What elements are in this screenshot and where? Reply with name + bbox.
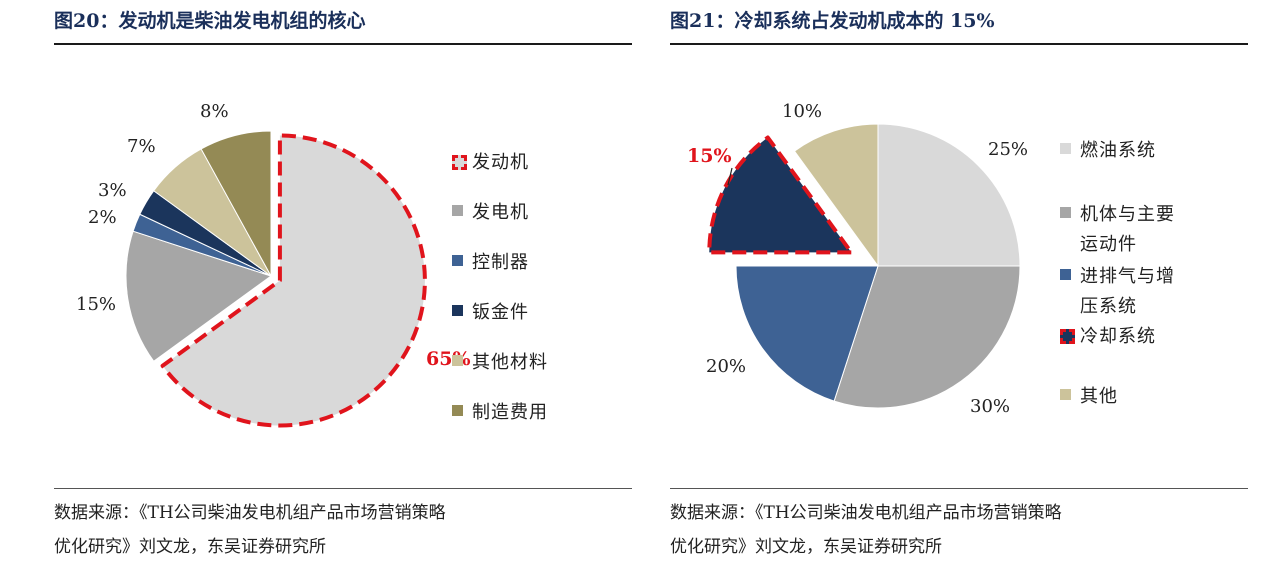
legend: 燃油系统机体与主要运动件进排气与增压系统冷却系统其他 [1060,120,1248,420]
pie-slice-e586b7e58db4e7b3bbe7bb9f [707,135,854,255]
legend-swatch [1060,389,1071,400]
slice-value-label: 2% [88,207,117,228]
slice-value-label: 15% [687,145,732,167]
legend-swatch [452,355,463,366]
slice-value-label: 3% [98,180,127,201]
source-line-1: 数据来源：《TH公司柴油发电机组产品市场营销策略 [670,503,1062,523]
legend-label: 其他材料 [472,352,548,373]
legend-swatch [452,155,467,170]
source-line-2: 优化研究》刘文龙，东吴证券研究所 [670,537,942,557]
slice-value-label: 15% [76,294,116,315]
slice-value-label: 25% [988,139,1028,160]
legend-swatch [452,405,463,416]
slice-value-label: 8% [200,101,229,122]
legend-swatch [452,305,463,316]
source-rule [670,488,1248,489]
legend-label: 发动机 [472,152,529,173]
legend-label: 机体与主要 [1080,204,1175,225]
pie-slice-e588b6e980a0e8b4b9e794a8 [200,130,272,277]
legend-label: 燃油系统 [1080,140,1156,161]
legend-swatch [1060,269,1071,280]
legend-label: 运动件 [1080,234,1137,255]
pie-slice-e8bf9be68e92e6b094e4b88e [735,265,879,402]
source-rule [54,488,632,489]
pie-chart-cooling-share: 25% 30% 20% 15% 10% [687,101,1028,417]
pie-slice-e585b6e4bb96 [794,123,879,267]
figure-20: 图20：发动机是柴油发电机组的核心 65% 15% 2% 3% 7% 8% 发动机 发电机控… [54,0,632,578]
slice-value-label: 7% [127,136,156,157]
leader-line [727,167,733,186]
legend-label: 进排气与增 [1080,266,1175,287]
legend-label: 钣金件 [472,302,529,323]
pie-slice-e78783e6b2b9e7b3bbe7bb9f [877,123,1021,267]
figure-21: 图21：冷却系统占发动机成本的 15% 25% 30% 20% 15% 10% 燃油系统… [670,0,1248,578]
source-note: 数据来源：《TH公司柴油发电机组产品市场营销策略 优化研究》刘文龙，东吴证券研究… [670,496,1248,564]
legend-label: 发电机 [472,202,529,223]
pie-slice-e58f91e58aa8e69cba [160,133,427,428]
figure-title: 图20：发动机是柴油发电机组的核心 [54,10,366,32]
legend-label: 其他 [1080,386,1118,407]
legend-label: 控制器 [472,252,529,273]
legend: 发动机发电机控制器钣金件其他材料制造费用 [452,128,632,428]
figure-title: 图21：冷却系统占发动机成本的 15% [670,10,995,32]
pie-slice-e58f91e794b5e69cba [125,230,272,362]
source-line-1: 数据来源：《TH公司柴油发电机组产品市场营销策略 [54,503,446,523]
legend-label: 制造费用 [472,402,548,423]
pie-slice-e69cbae4bd93e4b88ee4b8bb [833,265,1021,409]
legend-swatch [1060,143,1071,154]
legend-swatch [452,205,463,216]
slice-value-label: 30% [970,396,1010,417]
source-note: 数据来源：《TH公司柴油发电机组产品市场营销策略 优化研究》刘文龙，东吴证券研究… [54,496,632,564]
legend-swatch [1060,329,1075,344]
title-rule [670,43,1248,45]
legend-swatch [452,255,463,266]
source-line-2: 优化研究》刘文龙，东吴证券研究所 [54,537,326,557]
legend-label: 压系统 [1080,296,1137,317]
slice-value-label: 20% [706,356,746,377]
title-rule [54,43,632,45]
slice-value-label: 10% [782,101,822,122]
legend-label: 冷却系统 [1080,326,1156,347]
pie-chart-engine-share: 65%15%2%3%7%8% [76,101,471,428]
legend-swatch [1060,207,1071,218]
